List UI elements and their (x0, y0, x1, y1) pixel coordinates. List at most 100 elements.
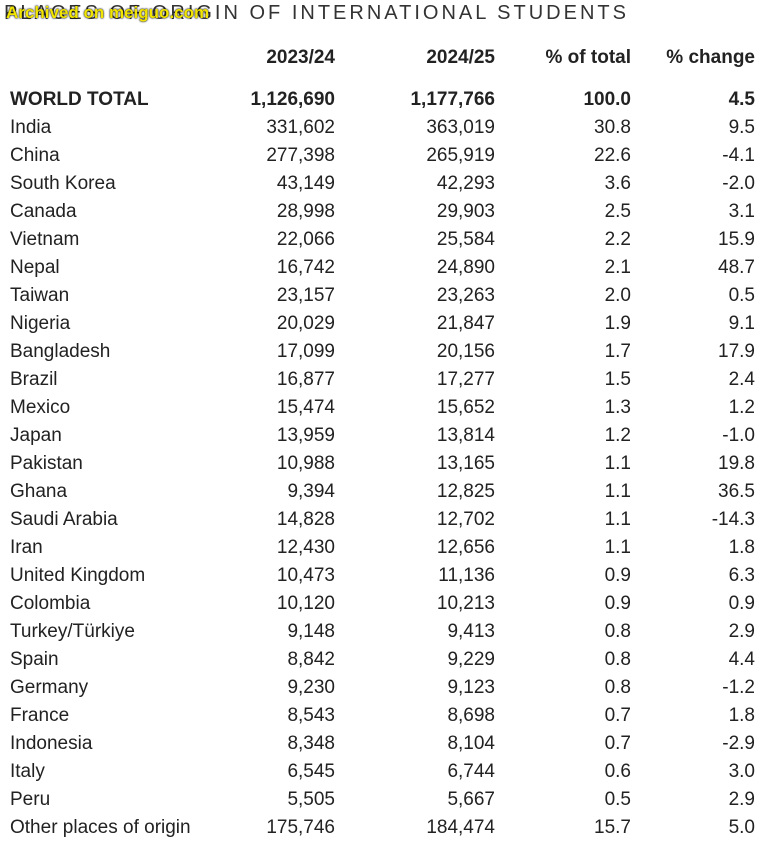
cell: 10,213 (436, 593, 495, 614)
table-row: India 331,602 363,019 30.8 9.5 (0, 114, 780, 142)
cell: Bangladesh (10, 341, 111, 362)
table-row: Saudi Arabia 14,828 12,702 1.1 -14.3 (0, 506, 780, 534)
cell: 13,814 (436, 425, 495, 446)
cell: 42,293 (436, 173, 495, 194)
cell: 5,505 (287, 789, 335, 810)
cell: 13,959 (276, 425, 335, 446)
cell: Germany (10, 677, 89, 698)
cell: China (10, 145, 60, 166)
cell: 22.6 (594, 145, 631, 166)
cell: 1.3 (604, 397, 631, 418)
table-row: Pakistan 10,988 13,165 1.1 19.8 (0, 450, 780, 478)
cell: 11,136 (438, 565, 495, 586)
cell: 10,120 (276, 593, 335, 614)
cell: United Kingdom (10, 565, 146, 586)
cell: 4.4 (728, 649, 755, 670)
cell: 1.2 (728, 397, 755, 418)
cell: 21,847 (436, 313, 495, 334)
cell: Vietnam (10, 229, 80, 250)
cell: 0.6 (604, 761, 631, 782)
cell: 5.0 (728, 817, 755, 838)
cell: 24,890 (436, 257, 495, 278)
table-row: United Kingdom 10,473 11,136 0.9 6.3 (0, 562, 780, 590)
cell: 0.7 (604, 733, 631, 754)
table-row: Peru 5,505 5,667 0.5 2.9 (0, 786, 780, 814)
cell: 2.9 (728, 621, 755, 642)
cell: 5,667 (447, 789, 495, 810)
table-row: South Korea 43,149 42,293 3.6 -2.0 (0, 170, 780, 198)
table-row: Ghana 9,394 12,825 1.1 36.5 (0, 478, 780, 506)
cell: 184,474 (426, 817, 495, 838)
cell: 12,430 (276, 537, 335, 558)
table-row: Vietnam 22,066 25,584 2.2 15.9 (0, 226, 780, 254)
cell: 2.1 (604, 257, 631, 278)
table-row: Germany 9,230 9,123 0.8 -1.2 (0, 674, 780, 702)
cell: Italy (10, 761, 45, 782)
cell: 1,177,766 (410, 89, 495, 110)
cell: 1.1 (604, 481, 631, 502)
cell: Canada (10, 201, 77, 222)
cell: Nigeria (10, 313, 71, 334)
cell: 9,413 (447, 621, 495, 642)
cell: 363,019 (426, 117, 495, 138)
cell: Mexico (10, 397, 71, 418)
table-row: Canada 28,998 29,903 2.5 3.1 (0, 198, 780, 226)
cell: Other places of origin (10, 817, 191, 838)
cell: 8,348 (287, 733, 335, 754)
cell: 15,474 (276, 397, 335, 418)
cell: 100.0 (583, 89, 631, 110)
cell: 265,919 (426, 145, 495, 166)
cell: 331,602 (266, 117, 335, 138)
cell: Taiwan (10, 285, 70, 306)
cell: 2.4 (728, 369, 755, 390)
cell: 23,157 (276, 285, 335, 306)
cell: 9,148 (287, 621, 335, 642)
cell: Nepal (10, 257, 60, 278)
cell: Brazil (10, 369, 58, 390)
cell: Turkey/Türkiye (10, 621, 135, 642)
table-row: Iran 12,430 12,656 1.1 1.8 (0, 534, 780, 562)
cell: 12,656 (436, 537, 495, 558)
cell: 9.5 (728, 117, 755, 138)
cell: 25,584 (436, 229, 495, 250)
table-row: Nepal 16,742 24,890 2.1 48.7 (0, 254, 780, 282)
cell: 3.1 (728, 201, 755, 222)
cell: 9.1 (728, 313, 755, 334)
title: PLACES OF ORIGIN OF INTERNATIONAL STUDEN… (4, 2, 629, 24)
table-row: Bangladesh 17,099 20,156 1.7 17.9 (0, 338, 780, 366)
cell: 9,394 (287, 481, 335, 502)
table-row: Mexico 15,474 15,652 1.3 1.2 (0, 394, 780, 422)
cell: Saudi Arabia (10, 509, 118, 530)
cell: 14,828 (276, 509, 335, 530)
table-row: Spain 8,842 9,229 0.8 4.4 (0, 646, 780, 674)
cell: 1.5 (604, 369, 631, 390)
cell: 20,156 (436, 341, 495, 362)
cell: 16,742 (276, 257, 335, 278)
cell: South Korea (10, 173, 116, 194)
cell: India (10, 117, 52, 138)
cell: 0.5 (728, 285, 755, 306)
cell: 17.9 (718, 341, 755, 362)
cell: 30.8 (594, 117, 631, 138)
cell: 16,877 (276, 369, 335, 390)
cell: 17,277 (436, 369, 495, 390)
cell: 15.7 (594, 817, 631, 838)
cell: Peru (10, 789, 51, 810)
cell: 3.6 (604, 173, 631, 194)
cell: 0.7 (604, 705, 631, 726)
cell: 9,229 (447, 649, 495, 670)
cell: 12,825 (436, 481, 495, 502)
cell: 9,123 (447, 677, 495, 698)
cell: 13,165 (436, 453, 495, 474)
cell: 20,029 (276, 313, 335, 334)
cell: 4.5 (728, 89, 755, 110)
cell: 1.1 (604, 453, 631, 474)
cell: Colombia (10, 593, 91, 614)
cell: 2.9 (728, 789, 755, 810)
cell: 1.9 (604, 313, 631, 334)
cell: 17,099 (276, 341, 335, 362)
cell: 29,903 (436, 201, 495, 222)
table-row: China 277,398 265,919 22.6 -4.1 (0, 142, 780, 170)
table-row: France 8,543 8,698 0.7 1.8 (0, 702, 780, 730)
